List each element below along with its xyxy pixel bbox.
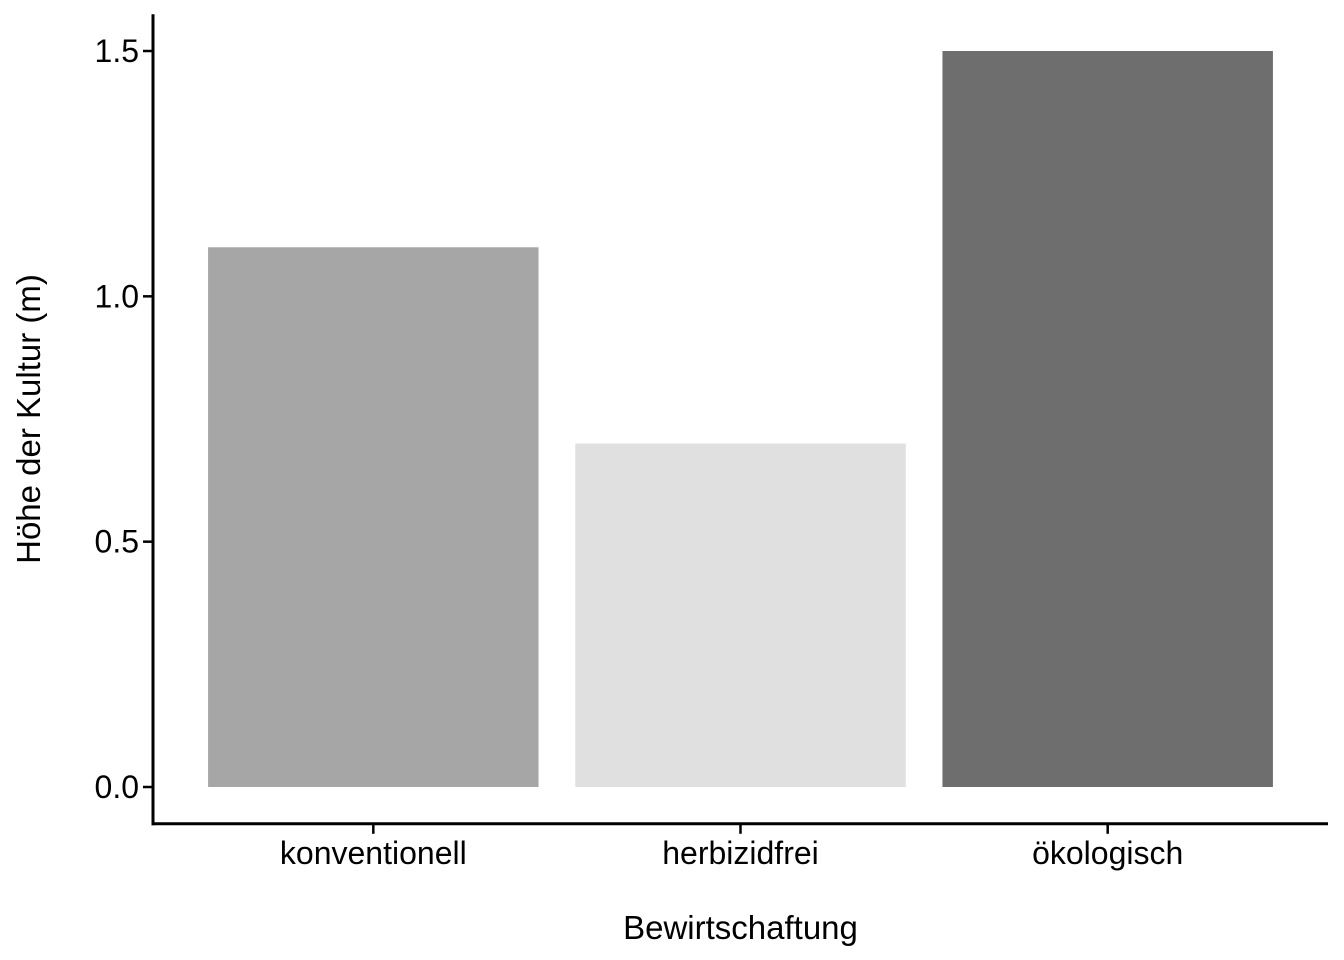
y-axis-ticks: 0.0 0.5 1.0 1.5 (95, 33, 153, 805)
y-tick-label: 0.5 (95, 524, 139, 560)
y-tick-label: 1.0 (95, 278, 139, 314)
bar-2 (942, 51, 1273, 787)
x-tick-label: ökologisch (1032, 835, 1183, 871)
x-tick-label: konventionell (280, 835, 467, 871)
bar-0 (208, 247, 539, 787)
x-tick-label: herbizidfrei (662, 835, 819, 871)
y-tick-label: 0.0 (95, 769, 139, 805)
y-tick-label: 1.5 (95, 33, 139, 69)
bar-1 (575, 443, 906, 787)
x-axis-ticks: konventionell herbizidfrei ökologisch (280, 823, 1183, 871)
x-axis-title: Bewirtschaftung (623, 909, 858, 946)
bars-group (208, 51, 1273, 787)
y-axis-title: Höhe der Kultur (m) (10, 274, 47, 564)
